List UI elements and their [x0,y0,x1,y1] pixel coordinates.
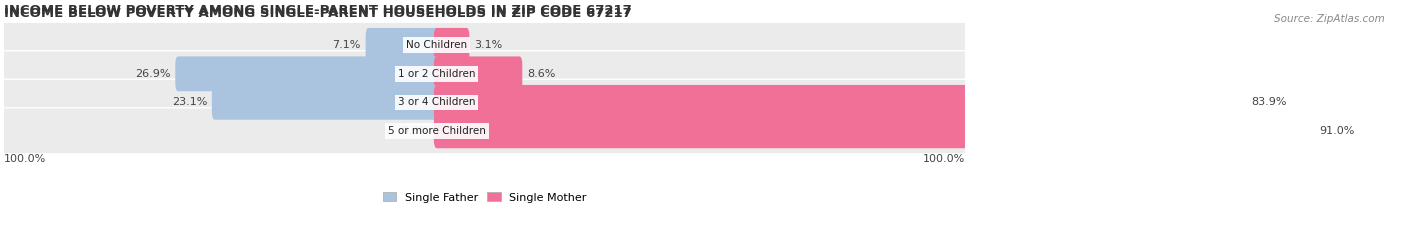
Text: 1 or 2 Children: 1 or 2 Children [398,69,475,79]
Text: 100.0%: 100.0% [4,154,46,164]
Text: Source: ZipAtlas.com: Source: ZipAtlas.com [1274,14,1385,24]
Text: INCOME BELOW POVERTY AMONG SINGLE-PARENT HOUSEHOLDS IN ZIP CODE 67217: INCOME BELOW POVERTY AMONG SINGLE-PARENT… [4,4,631,17]
Text: 0.0%: 0.0% [401,126,429,136]
Text: 23.1%: 23.1% [172,97,207,107]
FancyBboxPatch shape [366,28,440,63]
Text: 3 or 4 Children: 3 or 4 Children [398,97,475,107]
FancyBboxPatch shape [176,56,440,91]
Text: 3.1%: 3.1% [474,40,502,50]
FancyBboxPatch shape [0,51,970,97]
Text: 83.9%: 83.9% [1251,97,1286,107]
Text: No Children: No Children [406,40,467,50]
FancyBboxPatch shape [0,79,970,125]
Text: 26.9%: 26.9% [135,69,170,79]
FancyBboxPatch shape [0,108,970,154]
FancyBboxPatch shape [0,22,970,69]
Text: 91.0%: 91.0% [1319,126,1354,136]
Text: INCOME BELOW POVERTY AMONG SINGLE-PARENT HOUSEHOLDS IN ZIP CODE 67217: INCOME BELOW POVERTY AMONG SINGLE-PARENT… [4,7,631,20]
FancyBboxPatch shape [434,56,522,91]
Text: 8.6%: 8.6% [527,69,555,79]
FancyBboxPatch shape [434,113,1315,148]
Text: 5 or more Children: 5 or more Children [388,126,485,136]
Legend: Single Father, Single Mother: Single Father, Single Mother [378,188,592,207]
FancyBboxPatch shape [212,85,440,120]
Text: 100.0%: 100.0% [924,154,966,164]
FancyBboxPatch shape [434,85,1246,120]
Text: 7.1%: 7.1% [332,40,361,50]
FancyBboxPatch shape [434,28,470,63]
